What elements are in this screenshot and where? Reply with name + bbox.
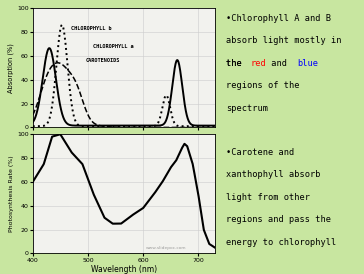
Text: red: red: [250, 59, 266, 68]
Text: light from other: light from other: [226, 193, 310, 202]
Text: regions of the: regions of the: [226, 81, 299, 90]
Y-axis label: Absorption (%): Absorption (%): [8, 43, 14, 93]
Text: CHLOROPHYLL a: CHLOROPHYLL a: [94, 44, 134, 48]
X-axis label: Wavelength (nm): Wavelength (nm): [91, 266, 157, 274]
Text: www.slidepoc.com: www.slidepoc.com: [146, 246, 186, 250]
Text: absorb light mostly in: absorb light mostly in: [226, 36, 341, 45]
Text: CAROTENOIDS: CAROTENOIDS: [85, 58, 119, 63]
Text: spectrum: spectrum: [226, 104, 268, 113]
Text: the: the: [226, 59, 247, 68]
Y-axis label: Photosynthesis Rate (%): Photosynthesis Rate (%): [9, 156, 14, 232]
Text: blue: blue: [297, 59, 318, 68]
Text: the: the: [226, 59, 247, 68]
Text: •Carotene and: •Carotene and: [226, 148, 294, 157]
Text: and: and: [266, 59, 293, 68]
Text: regions and pass the: regions and pass the: [226, 215, 331, 224]
Text: xanthophyll absorb: xanthophyll absorb: [226, 170, 320, 179]
Text: energy to chlorophyll: energy to chlorophyll: [226, 238, 336, 247]
Text: CHLOROPHYLL b: CHLOROPHYLL b: [71, 26, 112, 31]
Text: •Chlorophyll A and B: •Chlorophyll A and B: [226, 14, 331, 23]
